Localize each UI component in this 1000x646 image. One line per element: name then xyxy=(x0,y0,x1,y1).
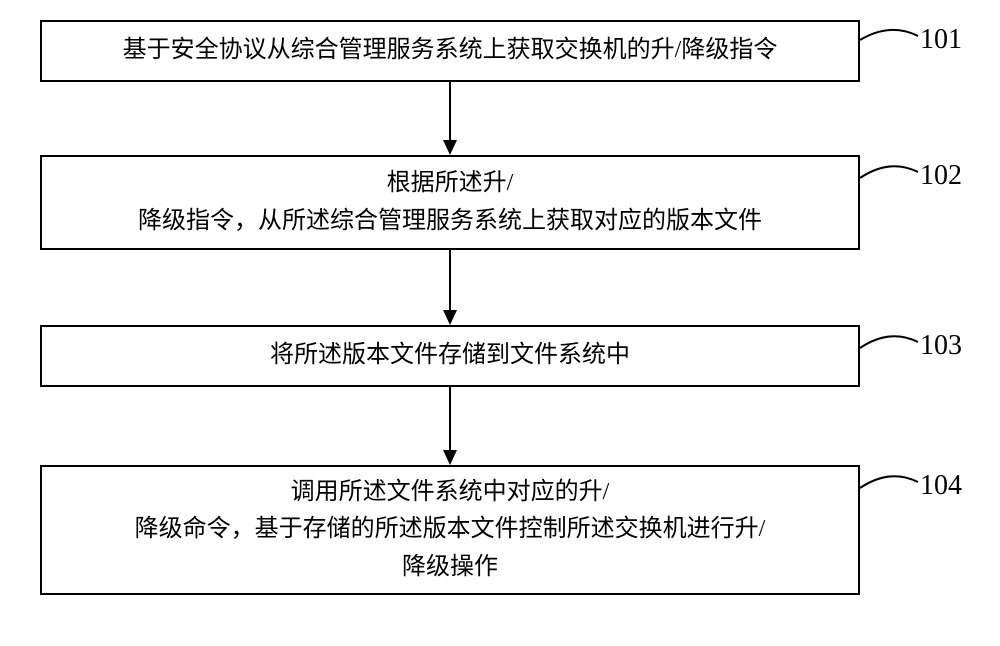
step-label-text: 104 xyxy=(920,470,962,501)
flow-node-104: 调用所述文件系统中对应的升/ 降级命令，基于存储的所述版本文件控制所述交换机进行… xyxy=(40,465,860,595)
flow-node-103: 将所述版本文件存储到文件系统中 xyxy=(40,325,860,387)
step-label-text: 103 xyxy=(920,330,962,361)
step-label-text: 102 xyxy=(920,160,962,191)
flow-node-text: 调用所述文件系统中对应的升/ 降级命令，基于存储的所述版本文件控制所述交换机进行… xyxy=(135,474,766,586)
flow-node-text: 根据所述升/ 降级指令，从所述综合管理服务系统上获取对应的版本文件 xyxy=(138,165,762,239)
arrow-101-102 xyxy=(440,82,460,155)
flowchart-canvas: 基于安全协议从综合管理服务系统上获取交换机的升/降级指令 根据所述升/ 降级指令… xyxy=(0,0,1000,646)
arrow-102-103 xyxy=(440,250,460,325)
step-label-101: 101 xyxy=(920,24,962,56)
flow-node-101: 基于安全协议从综合管理服务系统上获取交换机的升/降级指令 xyxy=(40,20,860,82)
step-label-text: 101 xyxy=(920,24,962,55)
arrow-103-104 xyxy=(440,387,460,465)
step-label-102: 102 xyxy=(920,160,962,192)
callout-102 xyxy=(858,156,920,186)
flow-node-102: 根据所述升/ 降级指令，从所述综合管理服务系统上获取对应的版本文件 xyxy=(40,155,860,250)
callout-104 xyxy=(858,466,920,496)
callout-101 xyxy=(858,20,920,50)
flow-node-text: 将所述版本文件存储到文件系统中 xyxy=(270,337,630,374)
callout-103 xyxy=(858,326,920,356)
flow-node-text: 基于安全协议从综合管理服务系统上获取交换机的升/降级指令 xyxy=(123,32,778,69)
step-label-104: 104 xyxy=(920,470,962,502)
step-label-103: 103 xyxy=(920,330,962,362)
